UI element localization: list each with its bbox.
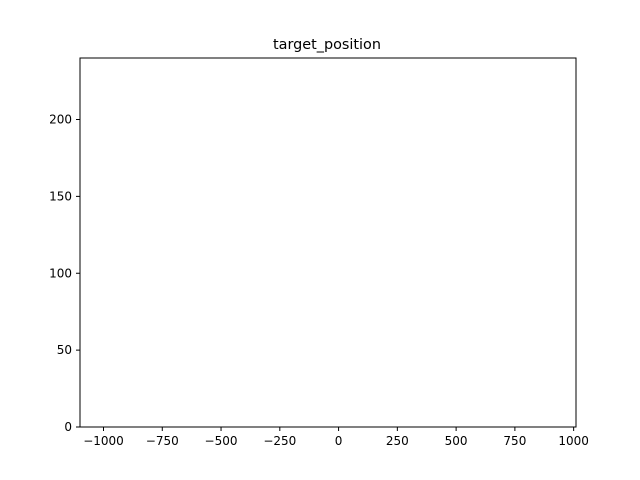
x-tick-label: −750 — [146, 434, 179, 448]
x-tick-label: 500 — [445, 434, 468, 448]
chart-title: target_position — [273, 37, 381, 53]
axes-frame — [79, 57, 577, 428]
x-axis: −1000 −750 −500 −250 0 250 500 750 1000 — [83, 427, 589, 448]
y-tick-label: 200 — [49, 113, 72, 127]
y-tick-label: 100 — [49, 266, 72, 280]
y-axis: 0 50 100 150 200 — [49, 113, 80, 434]
x-tick-label: −250 — [263, 434, 296, 448]
x-tick-label: 0 — [335, 434, 343, 448]
x-tick-label: 1000 — [558, 434, 589, 448]
plot-area — [79, 57, 577, 428]
y-tick-label: 50 — [57, 343, 72, 357]
y-tick-label: 150 — [49, 189, 72, 203]
x-tick-label: 750 — [503, 434, 526, 448]
x-tick-label: −500 — [205, 434, 238, 448]
y-tick-label: 0 — [64, 420, 72, 434]
x-tick-label: −1000 — [83, 434, 124, 448]
x-tick-label: 250 — [386, 434, 409, 448]
